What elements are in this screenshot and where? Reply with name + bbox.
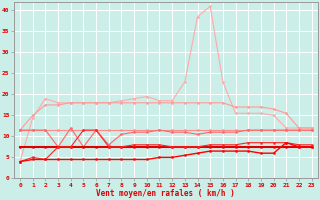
X-axis label: Vent moyen/en rafales ( km/h ): Vent moyen/en rafales ( km/h ) [96, 189, 235, 198]
